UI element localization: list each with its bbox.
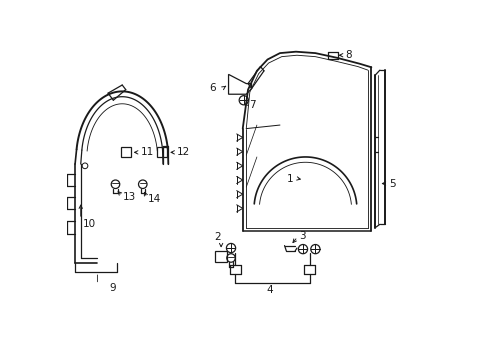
- Text: 5: 5: [388, 179, 395, 189]
- Text: 12: 12: [177, 147, 190, 157]
- Text: 2: 2: [214, 232, 221, 242]
- Text: 11: 11: [141, 147, 154, 157]
- Text: 6: 6: [209, 83, 215, 93]
- Text: 14: 14: [148, 194, 161, 204]
- Text: 9: 9: [109, 283, 116, 293]
- Text: 3: 3: [298, 231, 305, 240]
- Text: 4: 4: [265, 285, 272, 295]
- Text: 7: 7: [248, 99, 255, 109]
- Text: 13: 13: [123, 192, 136, 202]
- Text: 1: 1: [286, 174, 293, 184]
- Text: 8: 8: [344, 50, 351, 60]
- Text: 10: 10: [83, 219, 96, 229]
